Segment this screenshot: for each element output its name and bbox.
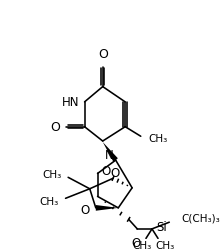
Polygon shape — [103, 142, 118, 162]
Text: N: N — [105, 148, 114, 161]
Text: CH₃: CH₃ — [39, 196, 59, 206]
Text: O: O — [101, 164, 110, 177]
Text: O: O — [110, 166, 119, 179]
Text: C(CH₃)₃: C(CH₃)₃ — [181, 212, 220, 222]
Text: CH₃: CH₃ — [133, 240, 152, 250]
Text: O: O — [98, 48, 108, 60]
Text: O: O — [81, 204, 90, 216]
Polygon shape — [96, 205, 118, 211]
Text: O: O — [50, 121, 60, 134]
Text: O: O — [132, 236, 141, 248]
Text: CH₃: CH₃ — [42, 170, 61, 180]
Text: CH₃: CH₃ — [155, 240, 174, 250]
Text: CH₃: CH₃ — [149, 134, 168, 143]
Text: HN: HN — [62, 96, 79, 109]
Text: Si: Si — [156, 220, 167, 234]
